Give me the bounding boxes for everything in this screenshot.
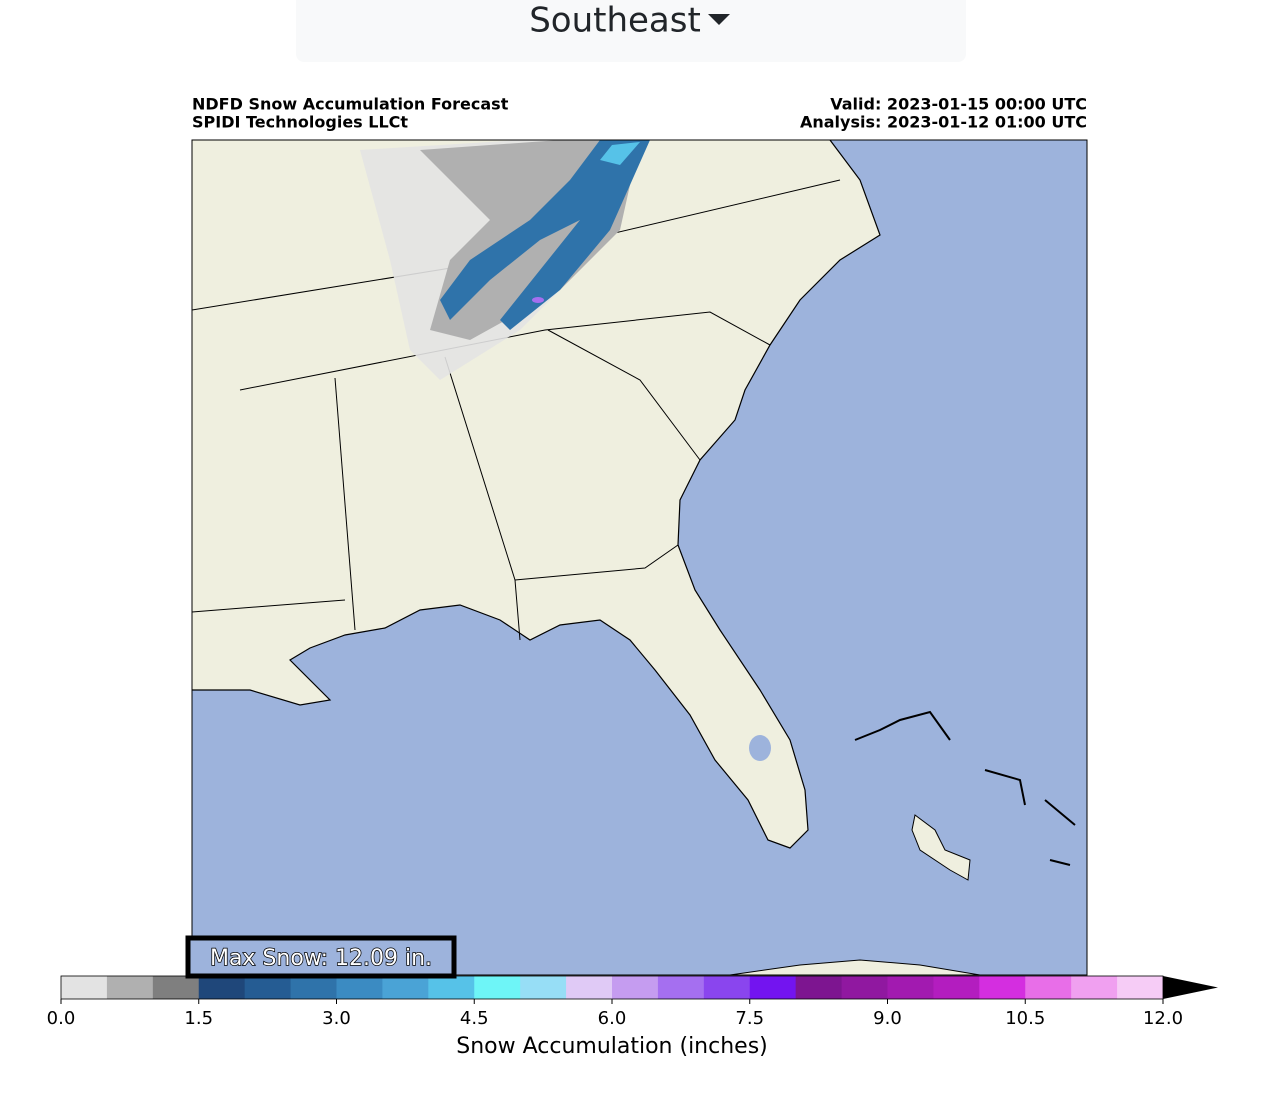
colorbar-segment — [198, 976, 246, 999]
colorbar-segment — [520, 976, 567, 999]
colorbar-segment — [612, 976, 659, 999]
analysis-time: Analysis: 2023-01-12 01:00 UTC — [800, 113, 1087, 132]
colorbar-segment — [841, 976, 888, 999]
lake — [749, 735, 771, 761]
colorbar-segment — [61, 976, 108, 999]
colorbar-tick-label: 10.5 — [1005, 1008, 1045, 1029]
snow-heavy — [440, 140, 650, 330]
colorbar-segment — [336, 976, 383, 999]
colorbar-segment — [749, 976, 797, 999]
colorbar-segment — [106, 976, 154, 999]
colorbar-segment — [428, 976, 475, 999]
map-subtitle: SPIDI Technologies LLCt — [192, 113, 408, 132]
colorbar-segment — [382, 976, 429, 999]
colorbar-segment — [933, 976, 980, 999]
colorbar: 0.0 1.5 3.0 4.5 6.0 7.5 9.0 10.5 12.0 — [47, 975, 1218, 1029]
map-title: NDFD Snow Accumulation Forecast — [192, 95, 509, 114]
colorbar-segment — [887, 976, 934, 999]
colorbar-label: Snow Accumulation (inches) — [456, 1034, 768, 1059]
colorbar-extend — [1163, 976, 1218, 999]
snow-max — [532, 297, 544, 303]
colorbar-tick-label: 0.0 — [47, 1008, 76, 1029]
colorbar-segment — [566, 976, 613, 999]
map — [192, 140, 1087, 975]
colorbar-segment — [703, 976, 751, 999]
valid-time: Valid: 2023-01-15 00:00 UTC — [830, 95, 1087, 114]
island — [911, 814, 971, 881]
colorbar-segment — [152, 976, 200, 999]
colorbar-segment — [290, 976, 337, 999]
max-snow-box — [185, 935, 457, 979]
island — [729, 959, 981, 975]
map-frame — [191, 139, 1088, 976]
colorbar-tick-label: 12.0 — [1143, 1008, 1183, 1029]
colorbar-tick-label: 7.5 — [735, 1008, 764, 1029]
colorbar-segment — [1117, 976, 1164, 999]
colorbar-segment — [1025, 976, 1072, 999]
land — [192, 140, 881, 849]
colorbar-segment — [795, 976, 843, 999]
island — [854, 710, 1076, 866]
colorbar-segment — [1071, 976, 1118, 999]
colorbar-segment — [979, 976, 1026, 999]
region-dropdown[interactable]: Southeast — [296, 0, 966, 62]
dropdown-caret[interactable] — [708, 14, 730, 25]
colorbar-tick-label: 3.0 — [322, 1008, 351, 1029]
dropdown-label[interactable]: Southeast — [529, 1, 701, 41]
colorbar-tick-label: 1.5 — [184, 1008, 213, 1029]
colorbar-tick-label: 9.0 — [873, 1008, 902, 1029]
colorbar-segment — [244, 976, 292, 999]
dropdown-box[interactable] — [296, 0, 966, 62]
colorbar-tick-label: 4.5 — [460, 1008, 489, 1029]
colorbar-tick-label: 6.0 — [598, 1008, 627, 1029]
snow-peak — [600, 142, 640, 165]
max-snow-label: Max Snow: 12.09 in. — [210, 946, 432, 971]
colorbar-segment — [474, 976, 521, 999]
colorbar-segment — [657, 976, 705, 999]
